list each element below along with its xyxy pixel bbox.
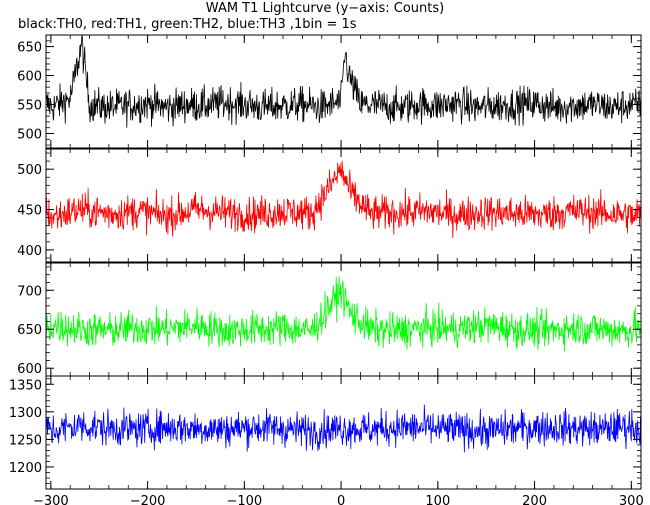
y-tick-label: 450 [17,204,42,219]
panel-frame-th2 [45,262,642,377]
chart-subtitle: black:TH0, red:TH1, green:TH2, blue:TH3 … [18,17,357,32]
y-tick-label: 500 [17,128,42,143]
x-tick-label: 0 [337,494,345,505]
y-tick-label: 1250 [9,433,42,448]
x-tick-label: −100 [226,494,262,505]
y-tick-label: 1300 [9,406,42,421]
panel-frame-th3 [45,375,642,490]
x-tick-label: −200 [130,494,166,505]
y-tick-label: 600 [17,70,42,85]
x-tick-label: 300 [619,494,644,505]
series-line-th1 [46,160,641,239]
x-tick-label: −300 [33,494,69,505]
series-line-th0 [46,35,641,128]
y-tick-label: 1200 [9,461,42,476]
y-tick-label: 400 [17,244,42,259]
chart-title: WAM T1 Lightcurve (y−axis: Counts) [205,1,445,16]
y-tick-label: 600 [17,362,42,377]
panel-frame-th0 [45,34,642,149]
series-line-th3 [46,404,641,453]
series-line-th2 [46,276,641,352]
y-tick-label: 500 [17,163,42,178]
y-tick-label: 550 [17,99,42,114]
x-tick-label: 200 [522,494,547,505]
y-tick-label: 700 [17,284,42,299]
panel-frame-th1 [45,148,642,263]
x-tick-label: 100 [425,494,450,505]
y-tick-label: 650 [17,41,42,56]
y-tick-label: 650 [17,323,42,338]
y-tick-label: 1350 [9,378,42,393]
